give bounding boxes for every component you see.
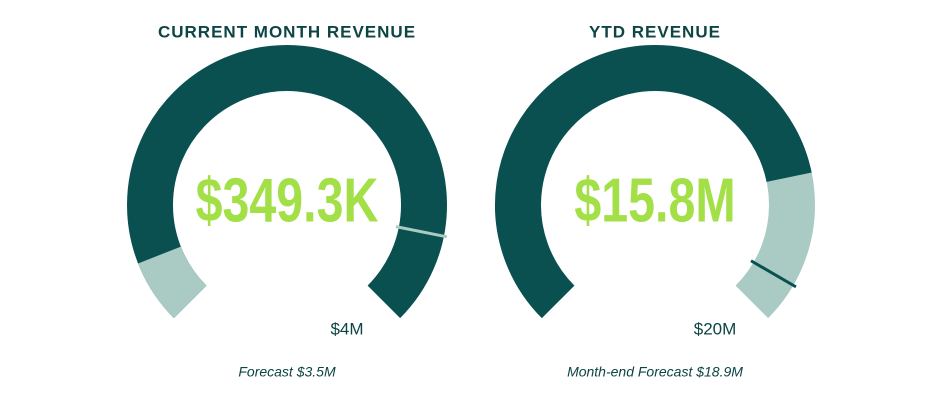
forecast-marker: [395, 225, 448, 239]
forecast-marker: [750, 259, 797, 289]
max-label: $4M: [330, 319, 363, 338]
gauge-fill: [138, 245, 207, 319]
gauge-value: $349.3K: [196, 166, 379, 235]
gauge-value: $15.8M: [574, 166, 735, 235]
forecast-label: Forecast $3.5M: [238, 364, 336, 380]
gauge-title: YTD REVENUE: [589, 22, 721, 41]
max-label: $20M: [694, 319, 737, 338]
gauge-track: [127, 45, 447, 319]
gauge-title: CURRENT MONTH REVENUE: [158, 22, 416, 41]
gauge-fill: [495, 45, 812, 319]
forecast-label: Month-end Forecast $18.9M: [567, 364, 743, 380]
